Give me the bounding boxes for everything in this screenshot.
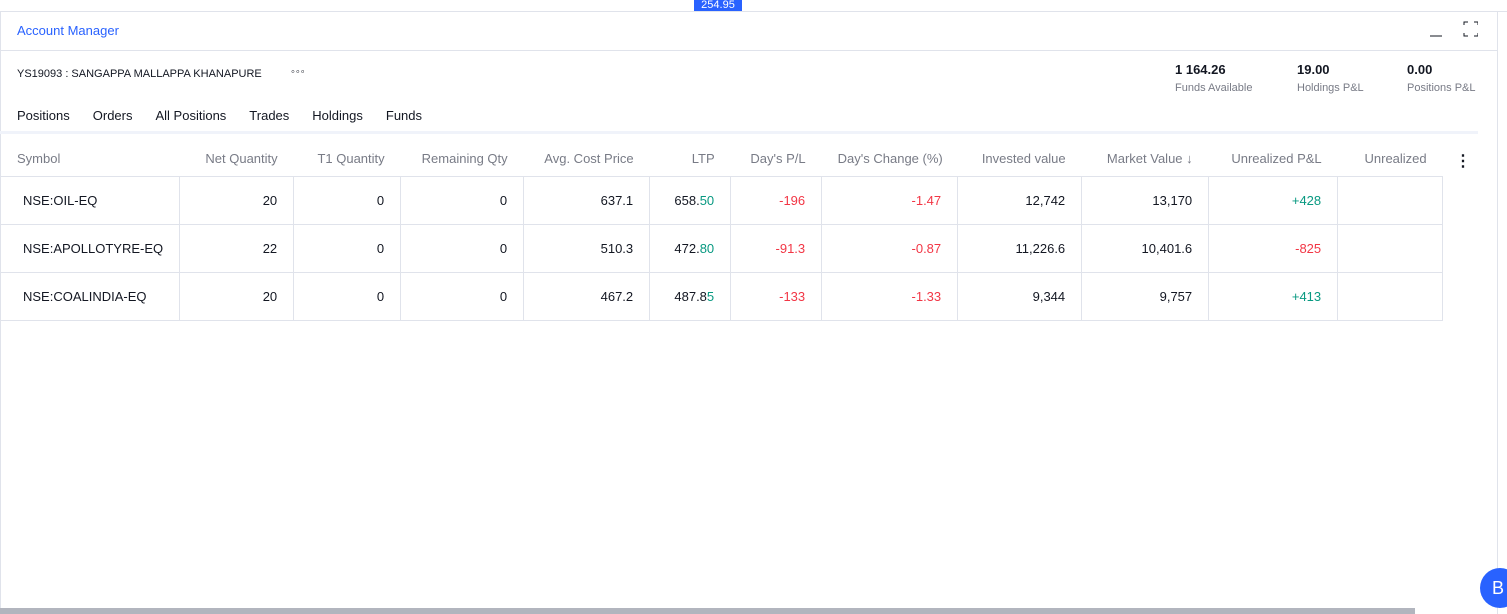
column-header[interactable]: Remaining Qty bbox=[400, 142, 524, 177]
summary-value: 0.00 bbox=[1407, 62, 1433, 77]
summary-value: 1 164.26 bbox=[1175, 62, 1226, 77]
tab[interactable]: Trades bbox=[249, 108, 290, 123]
more-button[interactable]: ◦◦◦ bbox=[291, 66, 306, 78]
panel-title: Account Manager bbox=[17, 23, 119, 38]
table-cell: 0 bbox=[400, 224, 525, 273]
column-header[interactable]: T1 Quantity bbox=[293, 142, 401, 177]
table-cell: +428 bbox=[1208, 176, 1339, 225]
table-row[interactable]: NSE:OIL-EQ 20 0 0 637.1 658.50 -196 -1.47 12,742… bbox=[0, 176, 1444, 225]
table-cell: NSE:OIL-EQ bbox=[0, 176, 181, 225]
ltp-cell: 487.85 bbox=[649, 272, 732, 321]
window-icons[interactable] bbox=[1428, 20, 1479, 40]
ltp-cell: 472.80 bbox=[649, 224, 732, 273]
table-cell: NSE:APOLLOTYRE-EQ bbox=[0, 224, 181, 273]
summary-value: 19.00 bbox=[1297, 62, 1330, 77]
table-cell: 637.1 bbox=[523, 176, 651, 225]
table-cell bbox=[1337, 176, 1444, 225]
column-header[interactable]: Day's Change (%) bbox=[821, 142, 958, 177]
ltp-base: 658. bbox=[674, 192, 700, 208]
ltp-cell: 658.50 bbox=[649, 176, 732, 225]
summary-item: 0.00 Positions P&L bbox=[1407, 62, 1475, 94]
table-cell bbox=[1337, 272, 1444, 321]
table-cell: -1.47 bbox=[821, 176, 959, 225]
column-menu[interactable]: ⋮ bbox=[1455, 153, 1471, 170]
account-id: YS19093 : SANGAPPA MALLAPPA KHANAPURE bbox=[17, 68, 262, 80]
column-header[interactable]: Net Quantity bbox=[179, 142, 294, 177]
table-cell: 12,742 bbox=[957, 176, 1083, 225]
table-cell: 0 bbox=[400, 176, 525, 225]
table-cell: 0 bbox=[293, 272, 402, 321]
table-cell: 22 bbox=[179, 224, 295, 273]
table-cell: 9,757 bbox=[1081, 272, 1210, 321]
tab[interactable]: All Positions bbox=[155, 108, 227, 123]
column-header[interactable]: Unrealized bbox=[1337, 142, 1443, 177]
table-cell: 11,226.6 bbox=[957, 224, 1083, 273]
ltp-tick: 50 bbox=[699, 192, 715, 208]
table-cell: +413 bbox=[1208, 272, 1339, 321]
tab[interactable]: Positions bbox=[17, 108, 70, 123]
table-cell: -133 bbox=[730, 272, 823, 321]
column-header[interactable]: LTP bbox=[649, 142, 731, 177]
summary-label: Positions P&L bbox=[1407, 82, 1476, 94]
column-header[interactable]: Unrealized P&L bbox=[1208, 142, 1338, 177]
table-cell: 9,344 bbox=[957, 272, 1083, 321]
assistant-button[interactable]: B bbox=[1480, 568, 1507, 608]
tab-track bbox=[0, 131, 1478, 134]
table-row[interactable]: NSE:APOLLOTYRE-EQ 22 0 0 510.3 472.80 -91.3 -0.… bbox=[0, 224, 1444, 273]
table-cell: -0.87 bbox=[821, 224, 959, 273]
table-cell: 510.3 bbox=[523, 224, 651, 273]
top-strip bbox=[0, 0, 1507, 12]
table-cell: 13,170 bbox=[1081, 176, 1210, 225]
column-header[interactable]: Day's P/L bbox=[730, 142, 822, 177]
table-cell: 10,401.6 bbox=[1081, 224, 1210, 273]
summary-item: 1 164.26 Funds Available bbox=[1175, 62, 1252, 94]
ltp-tick: 80 bbox=[699, 240, 715, 256]
table-cell: 0 bbox=[293, 176, 402, 225]
table-cell: 0 bbox=[400, 272, 525, 321]
table-body: NSE:OIL-EQ 20 0 0 637.1 658.50 -196 -1.47 12,742… bbox=[0, 176, 1444, 321]
ltp-tick: 5 bbox=[706, 288, 715, 304]
table-cell: -1.33 bbox=[821, 272, 959, 321]
column-header[interactable]: Market Value ↓ bbox=[1081, 142, 1209, 177]
table-cell: -196 bbox=[730, 176, 823, 225]
table-cell: 20 bbox=[179, 272, 295, 321]
table-cell: 20 bbox=[179, 176, 295, 225]
column-header[interactable]: Symbol bbox=[0, 142, 180, 177]
header-row: Symbol Net Quantity T1 Quantity Remaining Q… bbox=[0, 142, 1443, 177]
column-header[interactable]: Invested value bbox=[957, 142, 1082, 177]
holdings-table: Symbol Net Quantity T1 Quantity Remaining Q… bbox=[0, 142, 1444, 321]
ltp-base: 472. bbox=[674, 240, 700, 256]
summary-item: 19.00 Holdings P&L bbox=[1297, 62, 1364, 94]
column-header[interactable]: Avg. Cost Price bbox=[523, 142, 650, 177]
window-buttons[interactable] bbox=[1428, 20, 1479, 43]
table-row[interactable]: NSE:COALINDIA-EQ 20 0 0 467.2 487.85 -133 -1.33… bbox=[0, 272, 1444, 321]
tab[interactable]: Funds bbox=[385, 108, 423, 123]
summary-label: Holdings P&L bbox=[1297, 82, 1364, 94]
table-cell: 467.2 bbox=[523, 272, 651, 321]
table-cell: NSE:COALINDIA-EQ bbox=[0, 272, 181, 321]
tab[interactable]: Orders bbox=[92, 108, 133, 123]
table-cell: -825 bbox=[1208, 224, 1339, 273]
summary-label: Funds Available bbox=[1175, 82, 1253, 94]
table-cell bbox=[1337, 224, 1444, 273]
table-cell: 0 bbox=[293, 224, 402, 273]
scrollbar[interactable] bbox=[0, 608, 1415, 614]
ltp-base: 487.8 bbox=[674, 288, 707, 304]
table-cell: -91.3 bbox=[730, 224, 823, 273]
divider bbox=[0, 50, 1497, 51]
price-label: 254.95 bbox=[694, 0, 742, 11]
